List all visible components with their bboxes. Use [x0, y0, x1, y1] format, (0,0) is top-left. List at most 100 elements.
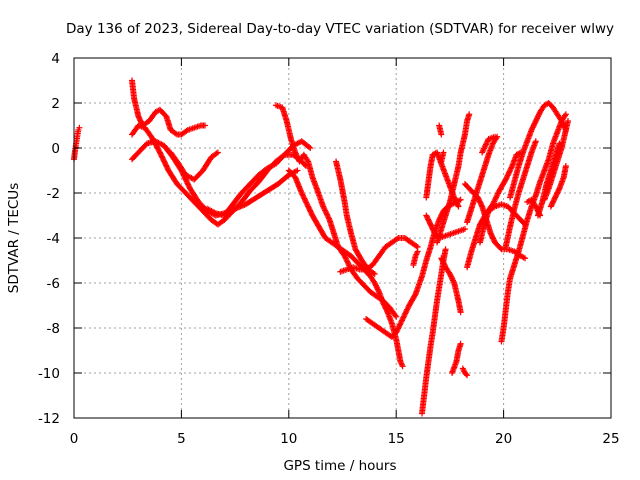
- data-point: [481, 145, 488, 152]
- data-point: [495, 190, 502, 197]
- data-point: [562, 111, 569, 118]
- data-point: [502, 176, 509, 183]
- series-7: [285, 167, 400, 320]
- data-point: [213, 150, 220, 157]
- data-point: [400, 314, 407, 321]
- data-point: [478, 202, 485, 209]
- data-point: [370, 270, 377, 277]
- data-point: [403, 307, 410, 314]
- data-point: [491, 198, 498, 205]
- data-point: [304, 202, 311, 209]
- data-point: [493, 193, 500, 200]
- data-point: [507, 167, 514, 174]
- data-point: [396, 322, 403, 329]
- y-tick-label: -8: [47, 321, 60, 337]
- data-point: [483, 140, 490, 147]
- data-point: [371, 271, 378, 277]
- y-tick-label: -6: [47, 276, 60, 292]
- data-point: [506, 168, 513, 175]
- axis-ticks: [73, 57, 612, 419]
- data-point: [394, 235, 401, 242]
- series-20: [438, 149, 447, 165]
- data-point: [307, 145, 314, 151]
- data-point: [343, 257, 350, 264]
- data-point: [507, 165, 514, 172]
- x-tick-label: 15: [388, 431, 405, 447]
- data-point: [481, 144, 488, 151]
- data-point: [397, 320, 404, 327]
- data-point: [300, 194, 307, 201]
- data-point: [320, 204, 327, 211]
- data-point: [375, 287, 382, 294]
- data-point: [299, 192, 306, 199]
- data-point: [306, 144, 313, 151]
- data-point: [463, 371, 470, 378]
- data-point: [461, 226, 468, 232]
- data-point: [504, 172, 511, 179]
- series-4: [167, 149, 221, 183]
- data-point: [344, 258, 351, 265]
- data-point: [479, 149, 486, 156]
- chart-title: Day 136 of 2023, Sidereal Day-to-day VTE…: [66, 21, 614, 37]
- data-point: [494, 191, 501, 198]
- data-point: [562, 112, 569, 119]
- series-14: [434, 111, 473, 246]
- data-point: [455, 203, 462, 210]
- data-point: [482, 141, 489, 148]
- data-point: [493, 194, 500, 201]
- data-point: [320, 203, 327, 210]
- series-17: [449, 340, 464, 376]
- data-point: [401, 311, 408, 318]
- series-31: [534, 140, 563, 219]
- data-point: [383, 307, 390, 314]
- data-point: [299, 191, 306, 198]
- y-tick-label: -10: [38, 366, 60, 382]
- data-point: [438, 158, 445, 165]
- data-point: [395, 325, 402, 332]
- data-point: [301, 195, 308, 202]
- series-28: [479, 133, 499, 156]
- data-point: [294, 167, 301, 174]
- data-point: [322, 208, 329, 215]
- data-point: [324, 212, 331, 219]
- data-point: [466, 111, 473, 118]
- data-point: [342, 254, 349, 261]
- y-tick-label: -4: [47, 231, 60, 247]
- x-tick-label: 5: [177, 431, 186, 447]
- data-point: [325, 214, 332, 221]
- data-point: [402, 310, 409, 317]
- data-point: [457, 196, 464, 203]
- data-point: [303, 199, 310, 206]
- data-point: [492, 195, 499, 202]
- y-tick-label: -12: [38, 411, 60, 427]
- data-point: [393, 328, 400, 335]
- x-axis-label: GPS time / hours: [283, 458, 396, 474]
- data-point: [398, 318, 405, 325]
- data-point: [303, 200, 310, 207]
- data-point: [414, 248, 421, 255]
- series-15: [423, 212, 468, 241]
- x-tick-label: 10: [280, 431, 297, 447]
- data-point: [399, 317, 405, 324]
- data-point: [394, 326, 401, 333]
- series-6: [272, 102, 406, 370]
- series-32: [547, 163, 569, 210]
- data-point: [172, 130, 179, 137]
- data-point: [393, 329, 400, 336]
- data-point: [492, 133, 499, 140]
- data-point: [480, 146, 487, 153]
- data-point: [505, 171, 512, 178]
- data-point: [457, 309, 464, 316]
- data-points: [71, 77, 572, 417]
- y-tick-label: -2: [47, 186, 60, 202]
- data-point: [404, 305, 411, 312]
- data-point: [562, 163, 569, 169]
- y-tick-label: 4: [51, 51, 60, 67]
- data-point: [322, 207, 329, 214]
- data-point: [400, 313, 407, 320]
- series-0: [71, 124, 83, 163]
- series-8: [333, 158, 378, 277]
- data-point: [464, 372, 471, 379]
- series-1: [128, 77, 209, 138]
